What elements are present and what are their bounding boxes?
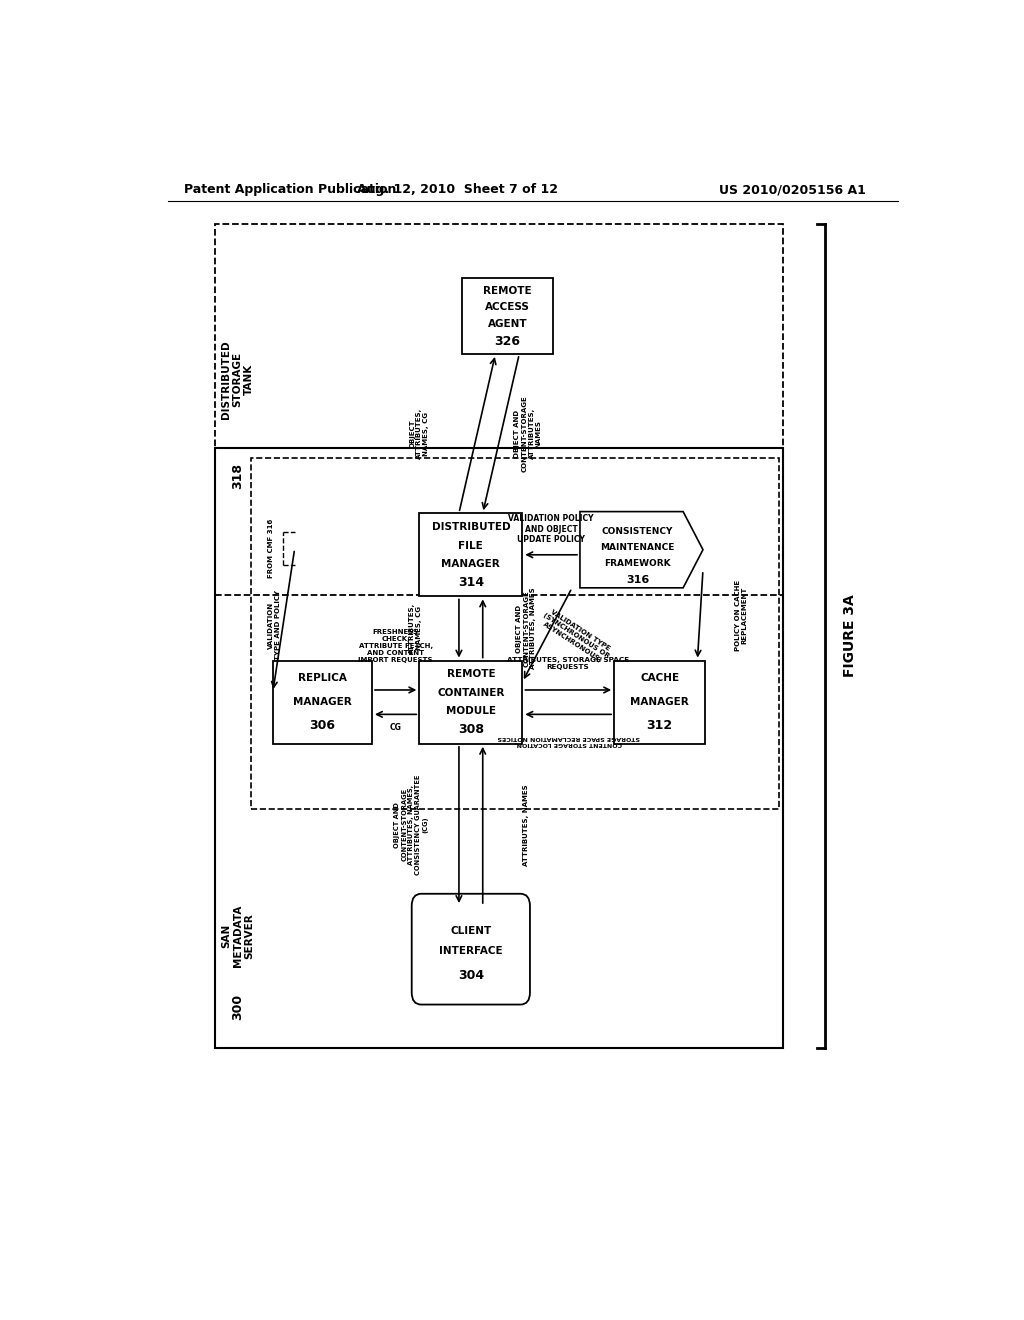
Text: CONTENT STORAGE LOCATION,
STORAGE SPACE RECLAMATION NOTICES: CONTENT STORAGE LOCATION, STORAGE SPACE … bbox=[497, 735, 640, 746]
Text: 318: 318 bbox=[231, 463, 244, 488]
Text: POLICY ON CACHE
REPLACEMENT: POLICY ON CACHE REPLACEMENT bbox=[734, 579, 748, 651]
Text: MODULE: MODULE bbox=[445, 706, 496, 717]
Bar bbox=[272, 660, 372, 744]
Text: REMOTE: REMOTE bbox=[446, 669, 496, 680]
Text: 314: 314 bbox=[458, 576, 484, 589]
Bar bbox=[419, 660, 522, 744]
Text: Patent Application Publication: Patent Application Publication bbox=[183, 183, 396, 197]
Text: DISTRIBUTED: DISTRIBUTED bbox=[431, 521, 510, 532]
Text: INTERFACE: INTERFACE bbox=[439, 946, 503, 956]
Text: Aug. 12, 2010  Sheet 7 of 12: Aug. 12, 2010 Sheet 7 of 12 bbox=[356, 183, 558, 197]
Text: FRAMEWORK: FRAMEWORK bbox=[604, 560, 671, 569]
Text: MANAGER: MANAGER bbox=[441, 560, 500, 569]
Text: FILE: FILE bbox=[459, 540, 483, 550]
Text: FRESHNESS
CHECK,
ATTRIBUTE FETCH,
AND CONTENT
IMPORT REQUESTS: FRESHNESS CHECK, ATTRIBUTE FETCH, AND CO… bbox=[358, 630, 433, 663]
Text: CONTAINER: CONTAINER bbox=[437, 688, 505, 698]
Bar bbox=[419, 513, 522, 597]
Text: ATTRIBUTES, NAMES: ATTRIBUTES, NAMES bbox=[523, 784, 529, 866]
Text: DISTRIBUTED
STORAGE
TANK: DISTRIBUTED STORAGE TANK bbox=[221, 341, 254, 418]
Text: US 2010/0205156 A1: US 2010/0205156 A1 bbox=[719, 183, 866, 197]
Text: VALIDATION POLICY
AND OBJECT
UPDATE POLICY: VALIDATION POLICY AND OBJECT UPDATE POLI… bbox=[509, 515, 594, 544]
Text: VALIDATION TYPE
(SYNCHRONOUS OR
ASYNCHRONOUS): VALIDATION TYPE (SYNCHRONOUS OR ASYNCHRO… bbox=[539, 607, 614, 665]
Text: ACCESS: ACCESS bbox=[485, 302, 529, 313]
Text: MAINTENANCE: MAINTENANCE bbox=[600, 544, 675, 552]
Text: CONSISTENCY: CONSISTENCY bbox=[602, 527, 673, 536]
Text: OBJECT AND
CONTENT-STORAGE
ATTRIBUTES,
NAMES: OBJECT AND CONTENT-STORAGE ATTRIBUTES, N… bbox=[514, 395, 542, 473]
Text: REMOTE: REMOTE bbox=[483, 285, 531, 296]
Bar bbox=[215, 224, 782, 595]
Text: OBJECT AND
CONTENT-STORAGE
ATTRIBUTES, NAMES,
CONSISTENCY GUARANTEE
(CG): OBJECT AND CONTENT-STORAGE ATTRIBUTES, N… bbox=[394, 775, 428, 875]
Text: 308: 308 bbox=[458, 723, 483, 737]
Text: OBJECT
ATTRIBUTES,
NAMES, CG: OBJECT ATTRIBUTES, NAMES, CG bbox=[410, 408, 429, 459]
Text: CG: CG bbox=[390, 723, 401, 733]
Bar bbox=[614, 660, 706, 744]
Text: ATTRIBUTES,
NAMES, CG: ATTRIBUTES, NAMES, CG bbox=[409, 603, 422, 655]
Text: MANAGER: MANAGER bbox=[631, 697, 689, 708]
Text: 304: 304 bbox=[458, 969, 484, 982]
Text: 300: 300 bbox=[231, 994, 244, 1020]
Text: OBJECT AND
CONTENT-STORAGE
ATTRIBUTES, NAMES: OBJECT AND CONTENT-STORAGE ATTRIBUTES, N… bbox=[516, 587, 537, 669]
Bar bbox=[251, 458, 778, 809]
Text: FIGURE 3A: FIGURE 3A bbox=[843, 595, 857, 677]
Bar bbox=[462, 277, 553, 354]
Bar bbox=[215, 447, 782, 1048]
Text: SAN
METADATA
SERVER: SAN METADATA SERVER bbox=[221, 904, 254, 968]
Text: FROM CMF 316: FROM CMF 316 bbox=[268, 519, 273, 578]
Text: REPLICA: REPLICA bbox=[298, 673, 347, 684]
Text: 306: 306 bbox=[309, 719, 336, 733]
Text: CACHE: CACHE bbox=[640, 673, 679, 684]
Text: AGENT: AGENT bbox=[487, 319, 527, 330]
Text: 326: 326 bbox=[495, 335, 520, 348]
Text: ATTRIBUTES, STORAGE SPACE
REQUESTS: ATTRIBUTES, STORAGE SPACE REQUESTS bbox=[507, 657, 630, 671]
Polygon shape bbox=[580, 512, 702, 587]
FancyBboxPatch shape bbox=[412, 894, 530, 1005]
Text: 312: 312 bbox=[646, 719, 673, 733]
Text: CLIENT: CLIENT bbox=[451, 925, 492, 936]
Text: 316: 316 bbox=[626, 576, 649, 585]
Text: MANAGER: MANAGER bbox=[293, 697, 352, 708]
Text: VALIDATION
TYPE AND POLICY: VALIDATION TYPE AND POLICY bbox=[268, 590, 282, 660]
